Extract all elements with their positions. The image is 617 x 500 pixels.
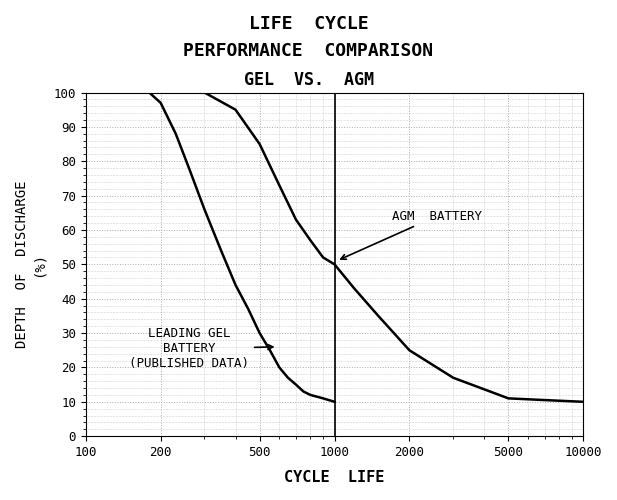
- Text: LIFE  CYCLE: LIFE CYCLE: [249, 15, 368, 33]
- Text: LEADING GEL
BATTERY
(PUBLISHED DATA): LEADING GEL BATTERY (PUBLISHED DATA): [129, 328, 273, 370]
- Y-axis label: DEPTH  OF  DISCHARGE
(%): DEPTH OF DISCHARGE (%): [15, 180, 45, 348]
- Text: PERFORMANCE  COMPARISON: PERFORMANCE COMPARISON: [183, 42, 434, 60]
- X-axis label: CYCLE  LIFE: CYCLE LIFE: [284, 470, 384, 485]
- Text: AGM  BATTERY: AGM BATTERY: [341, 210, 482, 259]
- Text: GEL  VS.  AGM: GEL VS. AGM: [244, 71, 373, 89]
